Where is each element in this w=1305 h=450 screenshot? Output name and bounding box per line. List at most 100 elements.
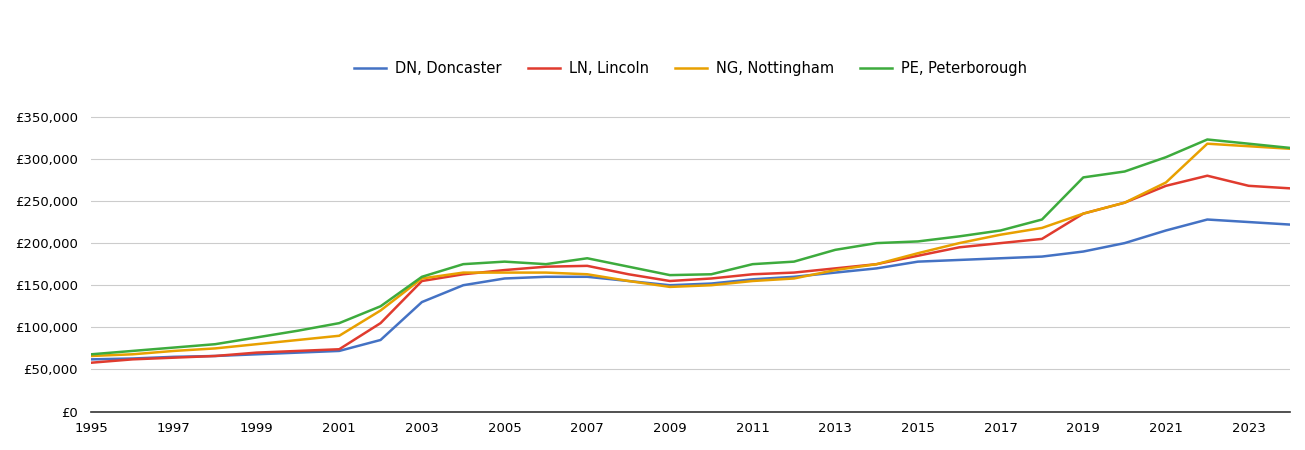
- DN, Doncaster: [455, 283, 471, 288]
- DN, Doncaster: [1075, 249, 1091, 254]
- Line: NG, Nottingham: NG, Nottingham: [91, 144, 1291, 356]
- LN, Lincoln: [1158, 183, 1173, 189]
- PE, Peterborough: [621, 264, 637, 270]
- PE, Peterborough: [1117, 169, 1133, 174]
- DN, Doncaster: [373, 338, 389, 343]
- NG, Nottingham: [745, 278, 761, 284]
- DN, Doncaster: [827, 270, 843, 275]
- NG, Nottingham: [869, 261, 885, 267]
- Line: LN, Lincoln: LN, Lincoln: [91, 176, 1291, 363]
- NG, Nottingham: [84, 353, 99, 359]
- PE, Peterborough: [249, 335, 265, 340]
- NG, Nottingham: [1283, 146, 1298, 152]
- LN, Lincoln: [497, 267, 513, 273]
- LN, Lincoln: [827, 266, 843, 271]
- NG, Nottingham: [538, 270, 553, 275]
- LN, Lincoln: [1241, 183, 1257, 189]
- LN, Lincoln: [331, 346, 347, 352]
- NG, Nottingham: [621, 278, 637, 284]
- NG, Nottingham: [414, 276, 429, 281]
- PE, Peterborough: [1199, 137, 1215, 142]
- DN, Doncaster: [1199, 217, 1215, 222]
- NG, Nottingham: [951, 240, 967, 246]
- NG, Nottingham: [249, 342, 265, 347]
- PE, Peterborough: [1241, 141, 1257, 146]
- PE, Peterborough: [703, 271, 719, 277]
- NG, Nottingham: [910, 251, 925, 256]
- LN, Lincoln: [993, 240, 1009, 246]
- LN, Lincoln: [703, 276, 719, 281]
- PE, Peterborough: [1075, 175, 1091, 180]
- LN, Lincoln: [745, 271, 761, 277]
- PE, Peterborough: [1283, 145, 1298, 151]
- LN, Lincoln: [538, 264, 553, 270]
- DN, Doncaster: [84, 357, 99, 362]
- PE, Peterborough: [579, 256, 595, 261]
- DN, Doncaster: [497, 276, 513, 281]
- LN, Lincoln: [249, 350, 265, 356]
- NG, Nottingham: [1075, 211, 1091, 216]
- DN, Doncaster: [249, 351, 265, 357]
- DN, Doncaster: [1034, 254, 1049, 259]
- DN, Doncaster: [1117, 240, 1133, 246]
- LN, Lincoln: [1199, 173, 1215, 178]
- LN, Lincoln: [579, 263, 595, 269]
- PE, Peterborough: [786, 259, 801, 264]
- NG, Nottingham: [1034, 225, 1049, 231]
- NG, Nottingham: [662, 284, 677, 290]
- DN, Doncaster: [290, 350, 305, 356]
- NG, Nottingham: [1199, 141, 1215, 146]
- NG, Nottingham: [993, 232, 1009, 238]
- PE, Peterborough: [1034, 217, 1049, 222]
- DN, Doncaster: [1158, 228, 1173, 233]
- DN, Doncaster: [125, 356, 141, 361]
- LN, Lincoln: [621, 271, 637, 277]
- PE, Peterborough: [207, 342, 223, 347]
- PE, Peterborough: [1158, 154, 1173, 160]
- LN, Lincoln: [869, 261, 885, 267]
- PE, Peterborough: [414, 274, 429, 279]
- PE, Peterborough: [910, 238, 925, 244]
- DN, Doncaster: [579, 274, 595, 279]
- DN, Doncaster: [869, 266, 885, 271]
- NG, Nottingham: [1158, 180, 1173, 185]
- PE, Peterborough: [951, 234, 967, 239]
- PE, Peterborough: [497, 259, 513, 264]
- NG, Nottingham: [455, 270, 471, 275]
- DN, Doncaster: [951, 257, 967, 263]
- DN, Doncaster: [786, 274, 801, 279]
- NG, Nottingham: [827, 267, 843, 273]
- DN, Doncaster: [331, 348, 347, 354]
- PE, Peterborough: [662, 272, 677, 278]
- DN, Doncaster: [1283, 222, 1298, 227]
- NG, Nottingham: [497, 270, 513, 275]
- PE, Peterborough: [538, 261, 553, 267]
- NG, Nottingham: [125, 351, 141, 357]
- PE, Peterborough: [827, 247, 843, 252]
- LN, Lincoln: [373, 320, 389, 326]
- LN, Lincoln: [1283, 186, 1298, 191]
- LN, Lincoln: [910, 253, 925, 258]
- DN, Doncaster: [662, 283, 677, 288]
- PE, Peterborough: [166, 345, 181, 350]
- DN, Doncaster: [166, 354, 181, 360]
- LN, Lincoln: [1034, 236, 1049, 242]
- NG, Nottingham: [331, 333, 347, 338]
- NG, Nottingham: [703, 283, 719, 288]
- Line: PE, Peterborough: PE, Peterborough: [91, 140, 1291, 354]
- DN, Doncaster: [745, 277, 761, 282]
- LN, Lincoln: [125, 357, 141, 362]
- DN, Doncaster: [538, 274, 553, 279]
- NG, Nottingham: [1117, 200, 1133, 205]
- NG, Nottingham: [207, 346, 223, 351]
- NG, Nottingham: [786, 276, 801, 281]
- LN, Lincoln: [84, 360, 99, 365]
- PE, Peterborough: [331, 320, 347, 326]
- DN, Doncaster: [414, 299, 429, 305]
- DN, Doncaster: [621, 278, 637, 284]
- DN, Doncaster: [910, 259, 925, 264]
- NG, Nottingham: [579, 271, 595, 277]
- PE, Peterborough: [84, 351, 99, 357]
- PE, Peterborough: [125, 348, 141, 354]
- Legend: DN, Doncaster, LN, Lincoln, NG, Nottingham, PE, Peterborough: DN, Doncaster, LN, Lincoln, NG, Nottingh…: [348, 56, 1032, 82]
